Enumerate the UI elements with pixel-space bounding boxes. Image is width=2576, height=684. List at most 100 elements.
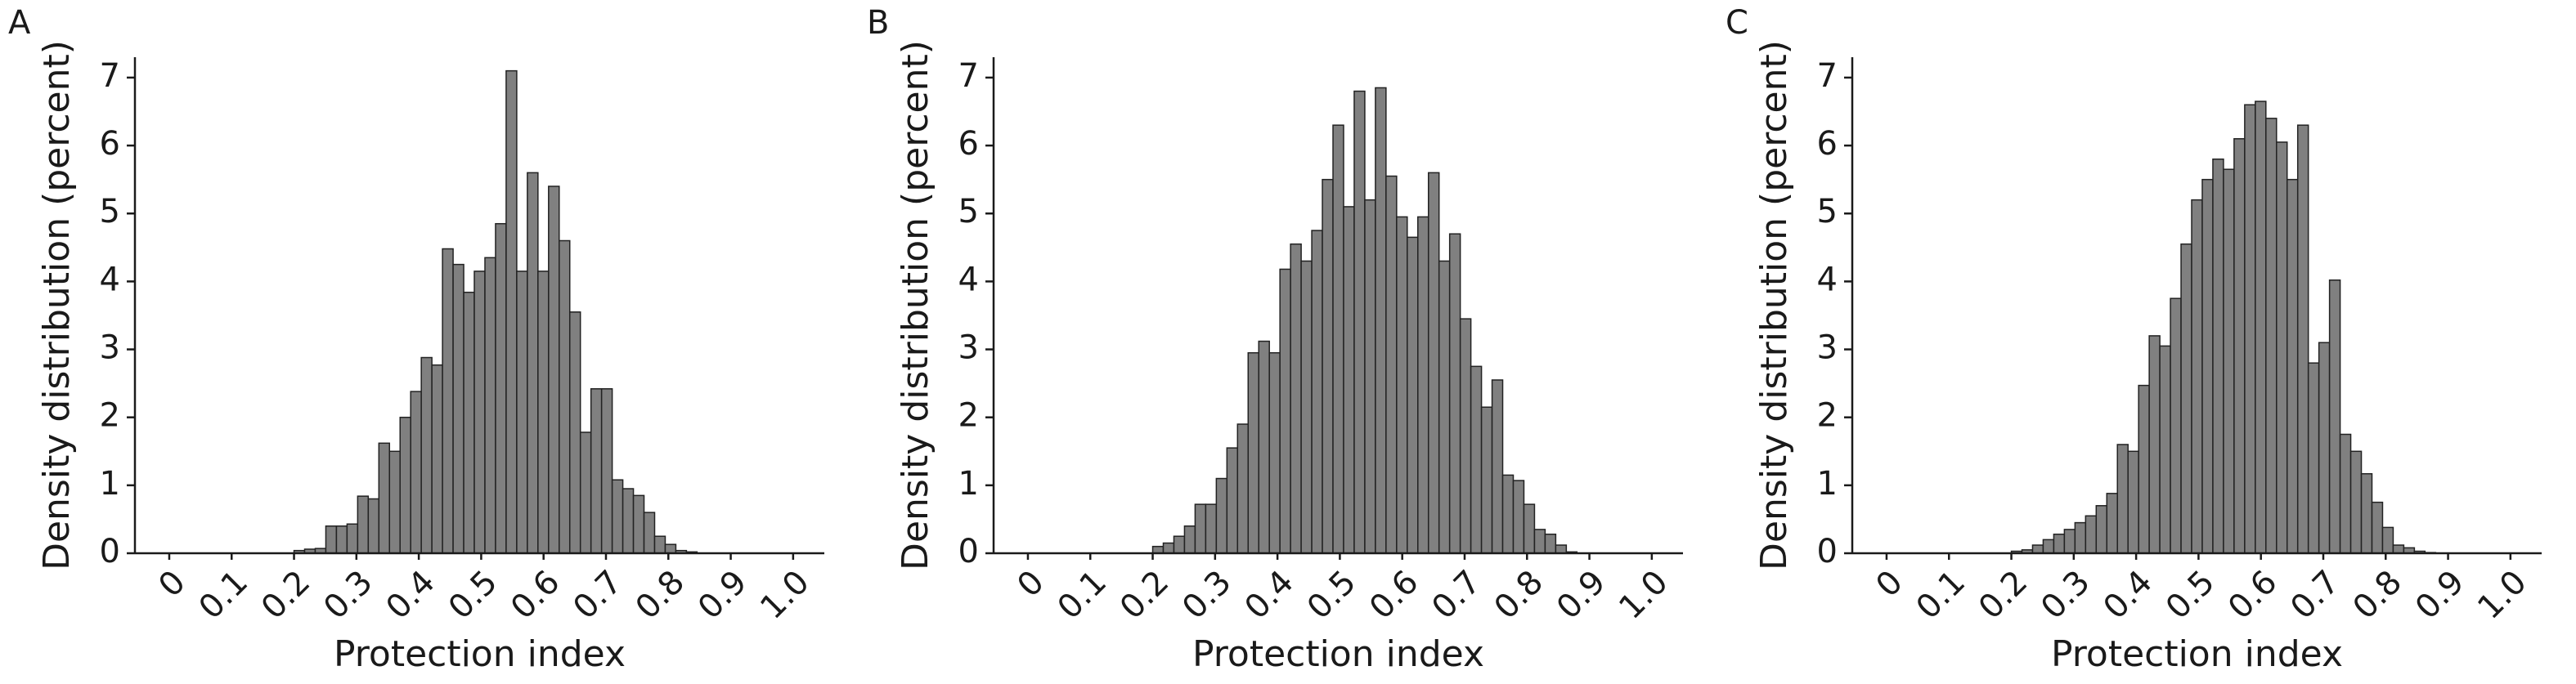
bar: [590, 388, 603, 554]
bar: [1215, 477, 1228, 554]
y-tick-label: 2: [100, 397, 120, 435]
bar: [346, 523, 359, 554]
bar: [643, 512, 656, 554]
bar: [611, 479, 624, 554]
bar: [1353, 90, 1366, 554]
panel-label: C: [1726, 4, 1748, 42]
bar: [2255, 101, 2267, 554]
bar: [1311, 230, 1323, 554]
bar: [325, 525, 338, 554]
x-tick-label: 0.2: [1113, 563, 1177, 627]
bar: [579, 431, 592, 554]
bar: [2159, 345, 2171, 554]
bar: [1407, 236, 1419, 554]
bar: [357, 495, 370, 554]
bar: [2339, 433, 2352, 554]
bar: [1512, 480, 1525, 554]
bar: [1555, 544, 1568, 554]
bar: [2223, 168, 2235, 554]
bar: [2328, 279, 2341, 554]
y-tick-label: 1: [1817, 465, 1838, 503]
x-tick-label: 0.1: [1051, 563, 1115, 627]
bar: [1258, 340, 1270, 554]
x-tick-label: 0.5: [1300, 563, 1364, 627]
bar: [1332, 124, 1344, 554]
x-tick-label: 0.3: [1175, 563, 1239, 627]
bar: [410, 391, 422, 554]
x-tick-label: 0.6: [504, 563, 568, 627]
bar: [2138, 384, 2150, 554]
bar: [2349, 450, 2363, 554]
bar: [1544, 533, 1557, 554]
bar: [2031, 544, 2044, 554]
bar: [1205, 503, 1218, 554]
bar: [516, 270, 528, 554]
bar: [2085, 515, 2098, 554]
bar: [473, 270, 486, 554]
bar: [2286, 178, 2299, 554]
bar: [1438, 260, 1451, 554]
y-tick-label: 6: [958, 125, 979, 163]
y-tick-label: 6: [1817, 125, 1838, 163]
y-tick-label: 2: [958, 397, 979, 435]
bar: [2360, 472, 2373, 554]
bar: [1279, 268, 1291, 554]
bar: [1194, 503, 1207, 554]
bar: [1364, 199, 1376, 554]
x-tick-label: 0: [1010, 563, 1052, 605]
panel-label: B: [867, 4, 889, 42]
bar: [2106, 493, 2118, 554]
x-tick-label: 0.9: [1550, 563, 1613, 627]
bar: [2201, 178, 2214, 554]
bar: [1385, 175, 1398, 554]
bar: [1173, 535, 1186, 554]
bar: [2180, 243, 2192, 554]
x-tick-label: 0.9: [2408, 563, 2472, 627]
bar: [1491, 379, 1504, 554]
x-tick-label: 0.4: [2096, 563, 2160, 627]
bar: [653, 535, 666, 554]
bar: [2170, 297, 2182, 554]
bar: [2095, 505, 2108, 554]
bar: [2063, 529, 2076, 554]
y-tick-label: 7: [1817, 57, 1838, 95]
bar: [2381, 526, 2394, 554]
bar: [452, 263, 464, 554]
y-tick-label: 3: [958, 329, 979, 367]
bar: [1322, 178, 1334, 554]
y-tick-label: 7: [100, 57, 120, 95]
bar: [442, 248, 454, 554]
y-tick-label: 3: [1817, 329, 1838, 367]
x-tick-label: 0.5: [2159, 563, 2223, 627]
y-axis-label: Density distribution (percent): [36, 40, 78, 570]
bar: [378, 442, 391, 554]
x-tick-label: 0.9: [691, 563, 755, 627]
bar: [2318, 342, 2331, 554]
bar: [1427, 172, 1440, 554]
bar: [1396, 216, 1408, 554]
bar: [548, 186, 560, 554]
bar: [537, 270, 550, 554]
bar: [1290, 243, 1302, 554]
y-tick-label: 3: [100, 329, 120, 367]
x-tick-label: 0.3: [316, 563, 380, 627]
bar: [399, 416, 411, 554]
bar: [367, 498, 380, 554]
x-tick-label: 1.0: [2471, 563, 2534, 627]
x-tick-label: 0.3: [2034, 563, 2098, 627]
bar: [632, 494, 645, 554]
bar: [1162, 542, 1175, 554]
x-tick-label: 0.8: [1488, 563, 1551, 627]
bar: [495, 222, 507, 554]
y-tick-label: 0: [1817, 533, 1838, 570]
x-tick-label: 0.1: [1910, 563, 1973, 627]
bar: [1236, 423, 1250, 554]
x-tick-label: 0.8: [629, 563, 693, 627]
x-tick-label: 1.0: [753, 563, 817, 627]
bar: [600, 388, 613, 554]
y-tick-label: 4: [1817, 261, 1838, 298]
bar: [622, 488, 635, 554]
x-tick-label: 0.2: [254, 563, 318, 627]
bar: [1480, 406, 1493, 554]
